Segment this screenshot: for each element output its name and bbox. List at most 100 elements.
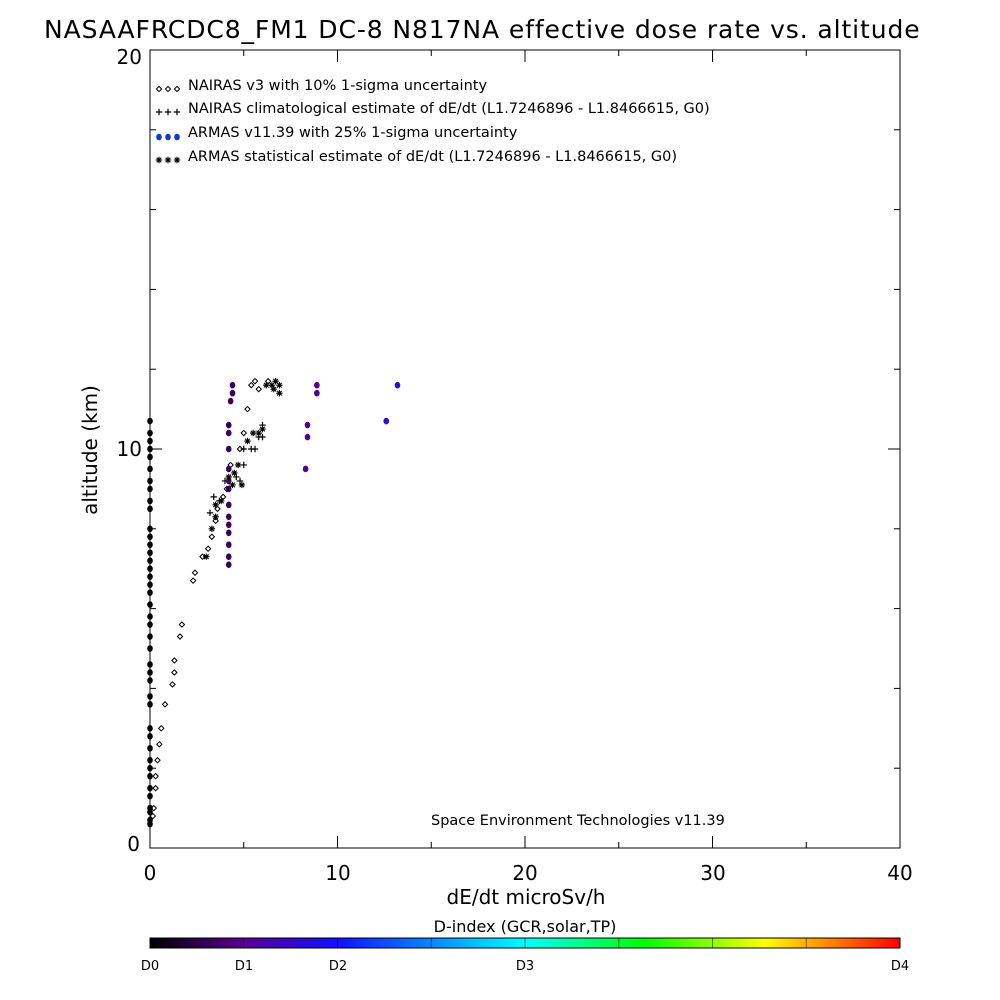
credit-annotation: Space Environment Technologies v11.39 — [431, 813, 725, 829]
legend-marker — [174, 133, 180, 141]
armas-point — [314, 389, 320, 397]
armas-point — [147, 533, 153, 541]
x-tick-marks — [149, 50, 901, 848]
armas-statistical-point — [272, 377, 279, 385]
armas-point — [147, 453, 153, 461]
nairas-climatology-point — [240, 461, 247, 469]
legend-marker — [156, 133, 162, 141]
armas-point — [147, 804, 153, 812]
armas-point — [383, 417, 390, 425]
armas-point — [302, 465, 309, 473]
data-points — [147, 377, 401, 828]
nairas-point — [212, 517, 219, 525]
legend-marker — [164, 156, 172, 164]
armas-statistical-point — [229, 481, 236, 489]
armas-point — [394, 381, 401, 389]
armas-point — [147, 417, 153, 425]
armas-point — [147, 613, 153, 620]
nairas-point — [191, 569, 199, 576]
legend-marker — [173, 85, 181, 93]
armas-point — [147, 429, 153, 437]
nairas-climatology-point — [259, 433, 266, 441]
armas-statistical-point — [270, 385, 277, 393]
legend-marker — [164, 108, 172, 116]
legend-dot-icon — [156, 133, 180, 141]
x-tick-label-10: 10 — [325, 861, 350, 885]
y-tick-label-20: 20 — [117, 45, 142, 69]
armas-statistical-point — [231, 469, 238, 477]
armas-point — [229, 381, 236, 389]
nairas-point — [176, 633, 184, 640]
armas-statistical-point — [225, 473, 232, 481]
nairas-point — [149, 812, 157, 820]
armas-point — [147, 505, 153, 513]
armas-point — [147, 645, 153, 652]
armas-statistical-point — [218, 497, 225, 505]
x-tick-label-40: 40 — [887, 861, 912, 885]
armas-point — [225, 553, 232, 561]
nairas-point — [178, 621, 186, 628]
plot-frame — [149, 49, 901, 849]
nairas-point — [157, 724, 165, 732]
armas-point — [147, 677, 153, 684]
armas-statistical-point — [203, 553, 210, 560]
armas-point — [147, 485, 153, 493]
colorbar-label-d0: D0 — [141, 959, 159, 974]
legend-asterisk-icon — [155, 156, 181, 164]
armas-point — [147, 573, 153, 580]
nairas-point — [208, 533, 216, 541]
armas-statistical-point — [268, 381, 276, 389]
armas-point — [147, 549, 153, 557]
armas-statistical-point — [208, 525, 216, 532]
nairas-point — [199, 553, 206, 561]
armas-point — [314, 381, 320, 389]
armas-statistical-point — [263, 381, 270, 389]
armas-point — [147, 437, 153, 445]
armas-point — [147, 669, 153, 676]
legend-label-armas: ARMAS v11.39 with 25% 1-sigma uncertaint… — [188, 125, 518, 141]
y-tick-label-0: 0 — [127, 832, 140, 856]
legend-marker — [173, 156, 181, 164]
armas-point — [147, 725, 153, 732]
x-tick-label-0: 0 — [144, 861, 157, 885]
armas-point — [225, 465, 232, 473]
armas-point — [225, 541, 232, 549]
armas-point — [147, 565, 153, 572]
armas-point — [147, 764, 153, 772]
legend-diamond-icon — [155, 85, 181, 93]
armas-statistical-point — [234, 461, 242, 469]
legend-marker — [155, 108, 163, 116]
armas-statistical-point — [212, 501, 219, 509]
x-axis-label: dE/dt microSv/h — [447, 885, 606, 909]
colorbar-label-d1: D1 — [235, 959, 253, 974]
armas-point — [147, 693, 153, 700]
armas-point — [147, 661, 153, 668]
nairas-climatology-point — [251, 445, 259, 453]
x-tick-label-30: 30 — [700, 861, 725, 885]
chart-title: NASAAFRCDC8_FM1 DC-8 N817NA effective do… — [44, 15, 921, 44]
nairas-point — [154, 756, 161, 764]
armas-point — [147, 601, 153, 608]
armas-point — [225, 501, 232, 509]
armas-statistical-point — [276, 389, 283, 397]
armas-point — [147, 756, 153, 764]
armas-statistical-point — [238, 481, 246, 489]
legend-marker — [165, 133, 171, 141]
nairas-point — [152, 784, 159, 792]
nairas-point — [156, 740, 163, 748]
armas-point — [147, 621, 153, 628]
armas-statistical-point — [259, 425, 266, 433]
armas-point — [225, 485, 232, 493]
armas-point — [304, 433, 311, 441]
nairas-climatology-point — [240, 445, 247, 453]
armas-point — [225, 529, 232, 537]
legend-label-nairas: NAIRAS v3 with 10% 1-sigma uncertainty — [188, 78, 487, 94]
armas-point — [147, 772, 153, 780]
armas-statistical-point — [255, 429, 262, 437]
armas-point — [229, 389, 236, 397]
y-tick-marks — [150, 49, 900, 849]
armas-point — [147, 816, 153, 824]
legend-marker — [155, 85, 163, 93]
armas-point — [225, 421, 232, 429]
armas-point — [147, 701, 153, 708]
